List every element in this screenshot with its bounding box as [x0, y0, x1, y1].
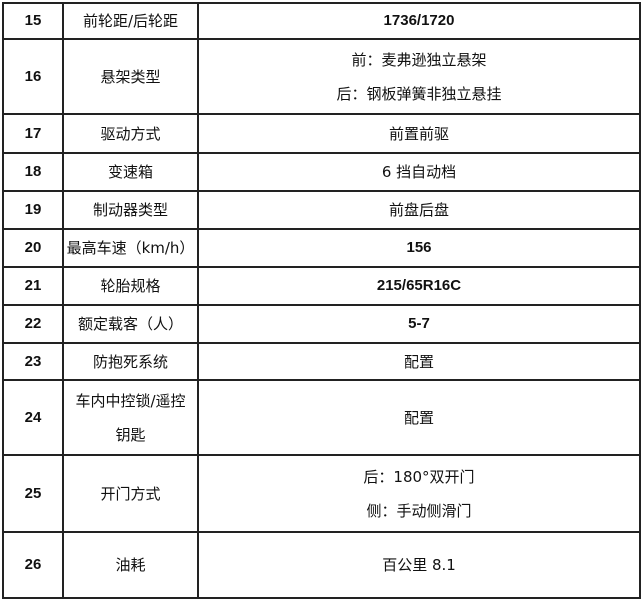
item-value-line: 配置	[403, 408, 434, 427]
item-value-line: 前：麦弗逊独立悬架	[351, 50, 487, 69]
item-name: 前轮距/后轮距	[62, 2, 199, 40]
item-value: 156	[197, 228, 641, 268]
row-number: 18	[2, 152, 64, 192]
item-value-line: 前置前驱	[388, 124, 449, 143]
table-row: 20 最高车速（km/h） 156	[2, 228, 641, 268]
row-number: 26	[2, 531, 64, 599]
row-number: 21	[2, 266, 64, 306]
row-number: 17	[2, 113, 64, 154]
item-value: 前：麦弗逊独立悬架 后：钢板弹簧非独立悬挂	[197, 38, 641, 115]
item-value-line: 侧：手动侧滑门	[366, 501, 472, 520]
item-name-line: 悬架类型	[100, 67, 161, 86]
table-row: 22 额定载客（人） 5-7	[2, 304, 641, 344]
row-number: 24	[2, 379, 64, 456]
item-name-line: 前轮距/后轮距	[82, 12, 179, 30]
item-value: 前盘后盘	[197, 190, 641, 230]
item-name: 油耗	[62, 531, 199, 599]
item-name-line: 钥匙	[115, 425, 146, 444]
row-number: 25	[2, 454, 64, 533]
item-name: 变速箱	[62, 152, 199, 192]
item-value: 配置	[197, 379, 641, 456]
item-name-line: 车内中控锁/遥控	[75, 391, 186, 410]
item-value: 5-7	[197, 304, 641, 344]
item-value: 百公里 8.1	[197, 531, 641, 599]
item-name: 制动器类型	[62, 190, 199, 230]
table-row: 18 变速箱 6 挡自动档	[2, 152, 641, 192]
table-row: 24 车内中控锁/遥控 钥匙 配置	[2, 379, 641, 456]
row-number: 19	[2, 190, 64, 230]
item-name-line: 防抱死系统	[92, 352, 168, 371]
row-number: 15	[2, 2, 64, 40]
item-value-line: 6 挡自动档	[381, 163, 457, 181]
row-number: 23	[2, 342, 64, 381]
item-value-line: 后：180°双开门	[363, 467, 475, 486]
item-name: 轮胎规格	[62, 266, 199, 306]
item-name-line: 最高车速（km/h）	[66, 239, 195, 257]
item-name: 防抱死系统	[62, 342, 199, 381]
item-name: 驱动方式	[62, 113, 199, 154]
item-value-line: 后：钢板弹簧非独立悬挂	[336, 84, 502, 103]
table-row: 16 悬架类型 前：麦弗逊独立悬架 后：钢板弹簧非独立悬挂	[2, 38, 641, 115]
row-number: 16	[2, 38, 64, 115]
item-value-line: 5-7	[408, 315, 430, 332]
item-value: 后：180°双开门 侧：手动侧滑门	[197, 454, 641, 533]
item-value-line: 156	[406, 239, 432, 256]
item-name-line: 油耗	[115, 556, 146, 574]
table-row: 17 驱动方式 前置前驱	[2, 113, 641, 154]
item-value-line: 配置	[403, 352, 434, 371]
row-number: 20	[2, 228, 64, 268]
row-number: 22	[2, 304, 64, 344]
item-value-line: 百公里 8.1	[382, 556, 456, 574]
table-row: 25 开门方式 后：180°双开门 侧：手动侧滑门	[2, 454, 641, 533]
item-name: 最高车速（km/h）	[62, 228, 199, 268]
item-name-line: 变速箱	[107, 163, 153, 181]
item-value: 6 挡自动档	[197, 152, 641, 192]
table-row: 26 油耗 百公里 8.1	[2, 531, 641, 599]
item-value: 前置前驱	[197, 113, 641, 154]
item-name-line: 额定载客（人）	[77, 315, 183, 333]
item-value-line: 215/65R16C	[376, 277, 462, 294]
table-row: 19 制动器类型 前盘后盘	[2, 190, 641, 230]
item-name: 车内中控锁/遥控 钥匙	[62, 379, 199, 456]
item-name: 额定载客（人）	[62, 304, 199, 344]
table-row: 15 前轮距/后轮距 1736/1720	[2, 2, 641, 40]
table-row: 21 轮胎规格 215/65R16C	[2, 266, 641, 306]
item-value-line: 1736/1720	[383, 12, 455, 29]
item-value: 215/65R16C	[197, 266, 641, 306]
item-name: 悬架类型	[62, 38, 199, 115]
table-row: 23 防抱死系统 配置	[2, 342, 641, 381]
item-name-line: 制动器类型	[92, 201, 168, 219]
item-value: 1736/1720	[197, 2, 641, 40]
item-name-line: 驱动方式	[100, 124, 161, 143]
item-name-line: 轮胎规格	[100, 277, 161, 295]
item-name-line: 开门方式	[100, 484, 161, 503]
item-value: 配置	[197, 342, 641, 381]
item-value-line: 前盘后盘	[388, 201, 449, 219]
item-name: 开门方式	[62, 454, 199, 533]
